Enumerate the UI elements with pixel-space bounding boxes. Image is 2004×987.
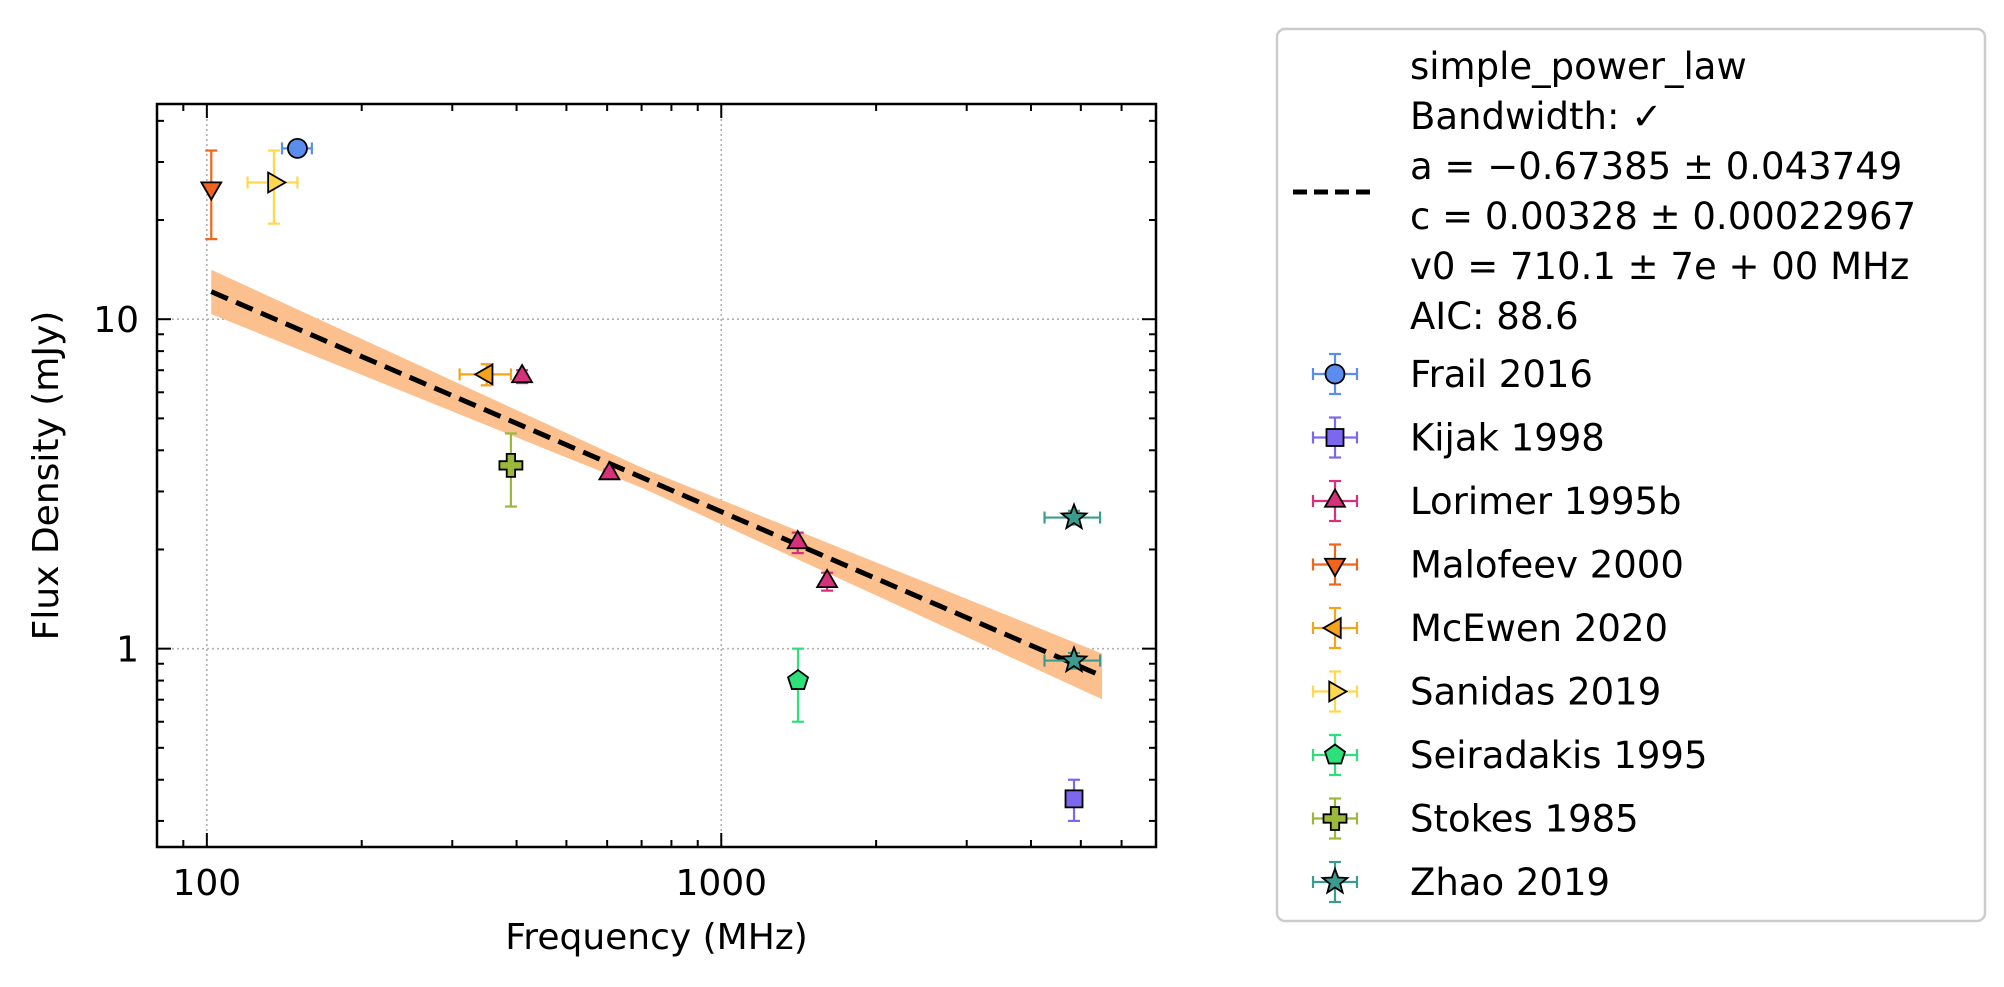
- legend-marker: [1320, 866, 1350, 895]
- series-4: [458, 362, 513, 387]
- legend-fit-text-line: a = −0.67385 ± 0.043749: [1410, 145, 1902, 188]
- series-2: [510, 363, 839, 592]
- series-3: [199, 149, 223, 241]
- y-tick-label: 1: [116, 630, 139, 671]
- legend-entry: Stokes 1985: [1311, 797, 1639, 841]
- legend-entry: Kijak 1998: [1311, 416, 1605, 460]
- legend-marker: [1322, 806, 1348, 831]
- legend-entry: Sanidas 2019: [1311, 670, 1661, 714]
- legend-fit-text-line: Bandwidth: ✓: [1410, 95, 1662, 138]
- plot-frame: [155, 102, 1158, 849]
- legend-label: Lorimer 1995b: [1410, 480, 1682, 523]
- grid-layer: [157, 104, 1156, 847]
- legend-fit-text-line: c = 0.00328 ± 0.00022967: [1410, 195, 1916, 238]
- series-7: [498, 432, 524, 508]
- legend-fit-text-line: simple_power_law: [1410, 45, 1747, 88]
- legend-entry: Zhao 2019: [1311, 860, 1610, 904]
- legend-label: Stokes 1985: [1410, 798, 1639, 841]
- data-point-marker: [199, 181, 223, 202]
- series-1: [1064, 778, 1084, 823]
- legend: simple_power_law Bandwidth: ✓ a = −0.67385…: [1275, 27, 1987, 923]
- legend-marker: [1323, 557, 1347, 578]
- legend-label: McEwen 2020: [1410, 607, 1668, 650]
- x-tick-label: 1000: [675, 863, 767, 904]
- data-point-marker: [1064, 789, 1084, 809]
- legend-fit-text-line: v0 = 710.1 ± 7e + 00 MHz: [1410, 245, 1909, 288]
- legend-label: Zhao 2019: [1410, 861, 1610, 904]
- y-tick-label: 10: [93, 300, 139, 341]
- legend-entry: Seiradakis 1995: [1311, 733, 1707, 777]
- data-point-marker: [267, 170, 288, 195]
- legend-marker: [1325, 428, 1345, 447]
- data-point-marker: [786, 529, 810, 550]
- legend-fit-text-line: AIC: 88.6: [1410, 295, 1579, 338]
- legend-label: Seiradakis 1995: [1410, 734, 1707, 777]
- x-tick-label: 100: [172, 863, 241, 904]
- legend-entry: Malofeev 2000: [1311, 543, 1684, 587]
- data-point-marker: [815, 568, 839, 589]
- data-point-marker: [498, 452, 524, 478]
- series-8: [1043, 502, 1102, 674]
- legend-entry: McEwen 2020: [1311, 606, 1668, 650]
- x-axis-label: Frequency (MHz): [505, 917, 808, 958]
- ticks-layer: 100 1000 1 10: [93, 104, 1157, 904]
- legend-box: [1275, 27, 1987, 923]
- data-point-marker: [597, 460, 621, 481]
- data-point-marker: [473, 362, 494, 386]
- legend-marker: [1321, 616, 1342, 640]
- legend-entry: Lorimer 1995b: [1311, 479, 1682, 523]
- series-0: [280, 137, 313, 159]
- legend-label: Sanidas 2019: [1410, 671, 1661, 714]
- legend-label: Malofeev 2000: [1410, 544, 1684, 587]
- data-point-marker: [1059, 502, 1089, 531]
- legend-marker: [1323, 743, 1347, 765]
- data-point-marker: [510, 363, 534, 384]
- data-point-marker: [786, 668, 810, 690]
- fit-band-layer: [211, 269, 1103, 700]
- data-point-marker: [287, 137, 308, 159]
- y-axis-label: Flux Density (mJy): [26, 311, 67, 641]
- data-point-marker: [1059, 645, 1089, 674]
- fit-uncertainty-band: [211, 269, 1103, 700]
- legend-label: Frail 2016: [1410, 353, 1593, 396]
- legend-entry: Frail 2016: [1311, 352, 1593, 396]
- legend-marker: [1324, 363, 1346, 385]
- series-6: [786, 647, 810, 723]
- series-5: [246, 149, 299, 225]
- legend-marker: [1323, 487, 1347, 508]
- legend-marker: [1328, 679, 1349, 704]
- data-points-layer: [199, 137, 1102, 823]
- legend-label: Kijak 1998: [1410, 417, 1605, 460]
